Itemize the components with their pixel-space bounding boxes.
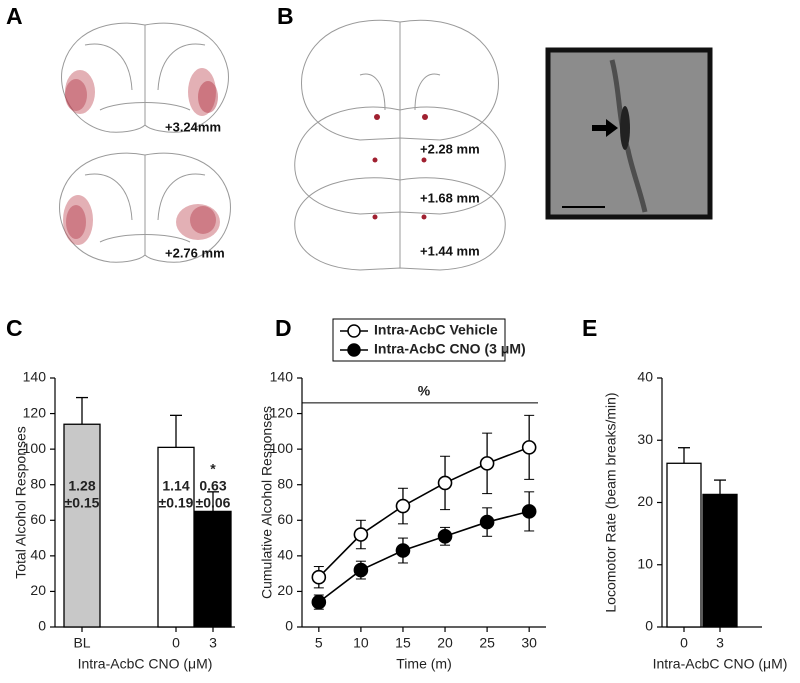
x-tick-label: 10	[353, 635, 369, 651]
x-tick-label: 15	[395, 635, 411, 651]
x-axis-label: Intra-AcbC CNO (μM)	[653, 656, 788, 672]
x-tick-label: 3	[209, 635, 217, 651]
atlas-b	[294, 19, 506, 271]
x-tick-label: 0	[680, 635, 688, 651]
panel-label: E	[582, 315, 597, 341]
y-tick-label: 30	[637, 431, 653, 447]
point	[395, 498, 411, 514]
panel-label: C	[6, 315, 23, 341]
y-tick-label: 0	[285, 618, 293, 634]
legend-box	[332, 318, 506, 362]
y-tick-label: 40	[637, 369, 653, 385]
point	[479, 514, 495, 530]
series-line	[318, 510, 530, 603]
level-label: +2.28 mm	[420, 141, 480, 156]
y-tick-label: 140	[270, 369, 294, 385]
y-tick-label: 0	[645, 618, 653, 634]
bar-note: 0.63	[199, 478, 226, 494]
bar-note: 1.28	[68, 478, 95, 494]
level-label: +1.68 mm	[420, 190, 480, 205]
legend-label: Intra-AcbC Vehicle	[374, 322, 498, 338]
y-tick-label: 80	[277, 475, 293, 491]
point	[311, 569, 327, 585]
y-axis-label: Locomotor Rate (beam breaks/min)	[603, 392, 619, 612]
y-tick-label: 120	[270, 404, 294, 420]
x-tick-label: 0	[172, 635, 180, 651]
bar	[63, 423, 101, 628]
level-label: +2.76 mm	[165, 245, 225, 260]
point	[479, 456, 495, 471]
x-tick-label: 30	[521, 635, 537, 651]
point	[521, 504, 537, 519]
point	[437, 528, 453, 544]
y-tick-label: 60	[30, 511, 46, 527]
bar-note: ±0.15	[65, 495, 100, 511]
y-tick-label: 10	[637, 555, 653, 571]
bar-note: ±0.19	[159, 495, 194, 511]
bar	[702, 493, 738, 628]
bar	[194, 510, 232, 628]
x-tick-label: 20	[437, 635, 453, 651]
panel-label: D	[275, 315, 292, 341]
bar-note: ±0.06	[196, 495, 231, 511]
y-tick-label: 140	[23, 369, 47, 385]
legend-marker	[347, 324, 361, 338]
point	[311, 594, 327, 610]
micrograph	[545, 47, 713, 220]
point	[521, 440, 537, 455]
point	[395, 543, 411, 558]
series-line	[318, 446, 530, 578]
y-tick-label: 20	[30, 582, 46, 598]
point	[353, 562, 369, 578]
x-axis-label: Intra-AcbC CNO (μM)	[78, 656, 213, 672]
atlas-a2	[59, 152, 231, 263]
bar-note: 1.14	[162, 478, 189, 494]
y-tick-label: 20	[277, 582, 293, 598]
y-tick-label: 120	[23, 404, 47, 420]
y-tick-label: 0	[38, 618, 46, 634]
level-label: +1.44 mm	[420, 243, 480, 258]
x-tick-label: 5	[315, 635, 323, 651]
y-tick-label: 60	[277, 511, 293, 527]
y-axis-label: Cumulative Alcohol Responses	[259, 406, 275, 599]
y-tick-label: 100	[270, 440, 294, 456]
y-axis-label: Total Alcohol Responses	[13, 426, 29, 579]
point	[353, 527, 369, 542]
level-label: +3.24mm	[165, 119, 221, 134]
y-tick-label: 40	[277, 547, 293, 563]
y-tick-label: 20	[637, 493, 653, 509]
bar	[157, 446, 195, 628]
point	[437, 475, 453, 491]
y-tick-label: 100	[23, 440, 47, 456]
x-tick-label: BL	[73, 635, 90, 651]
legend-marker	[347, 343, 361, 357]
y-tick-label: 40	[30, 547, 46, 563]
significance: *	[210, 461, 216, 477]
x-tick-label: 3	[716, 635, 724, 651]
x-axis-label: Time (m)	[396, 656, 451, 672]
legend-label: Intra-AcbC CNO (3 μM)	[374, 341, 526, 357]
y-tick-label: 80	[30, 475, 46, 491]
x-tick-label: 25	[479, 635, 495, 651]
panel-label: A	[6, 3, 23, 29]
panel-label: B	[277, 3, 294, 29]
atlas-a1	[61, 22, 229, 133]
annotation: %	[418, 383, 431, 399]
bar	[666, 462, 702, 628]
